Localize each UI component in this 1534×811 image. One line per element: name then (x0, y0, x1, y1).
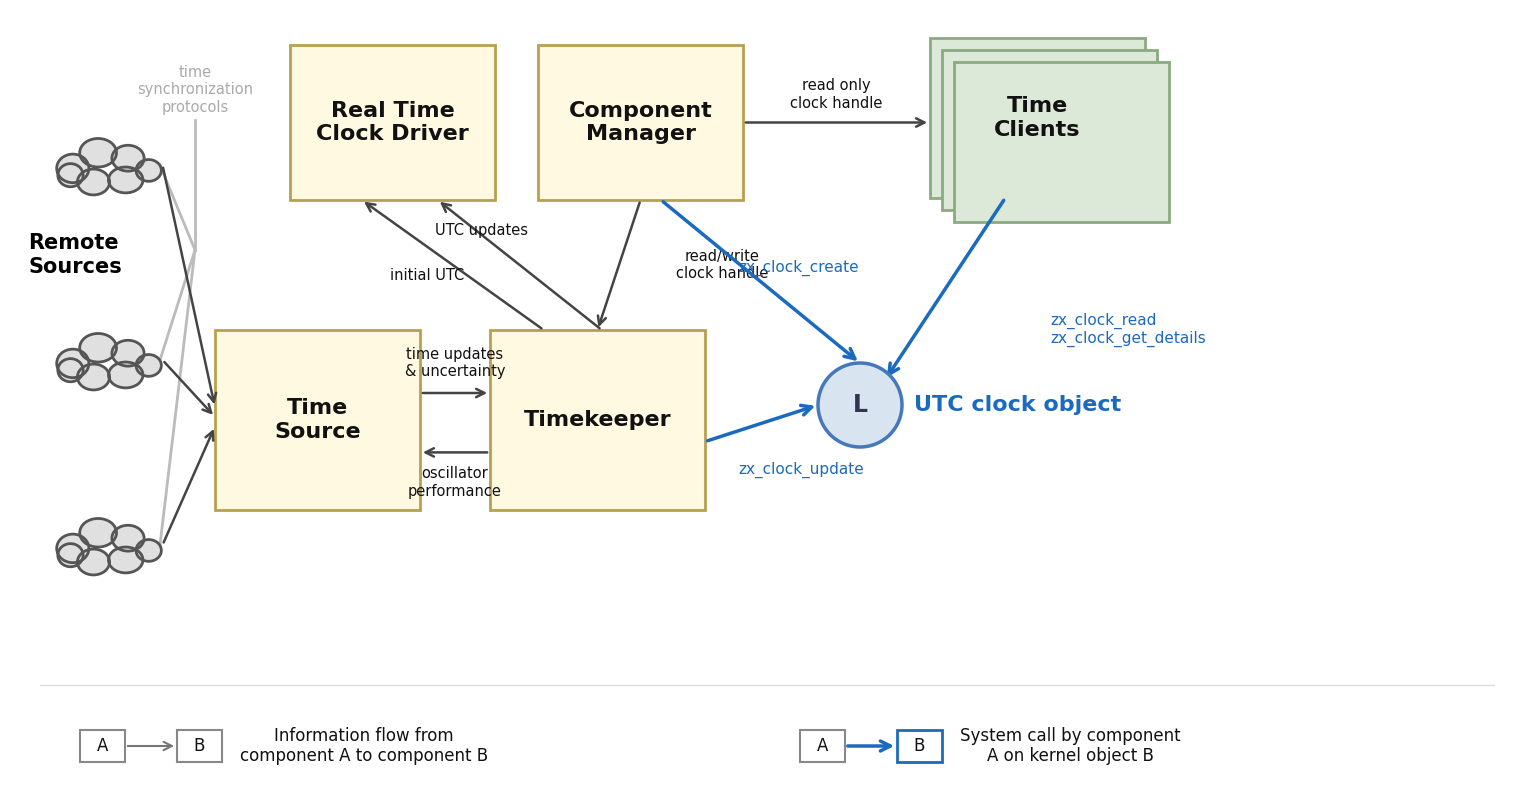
Text: oscillator
performance: oscillator performance (408, 466, 502, 499)
Ellipse shape (80, 333, 117, 362)
FancyBboxPatch shape (290, 45, 495, 200)
FancyBboxPatch shape (489, 330, 706, 510)
Text: Time
Clients: Time Clients (994, 97, 1081, 139)
FancyBboxPatch shape (897, 730, 942, 762)
Text: read only
clock handle: read only clock handle (790, 79, 882, 110)
Text: zx_clock_create: zx_clock_create (738, 260, 859, 276)
FancyBboxPatch shape (954, 62, 1169, 222)
FancyBboxPatch shape (930, 38, 1144, 198)
Ellipse shape (137, 354, 161, 376)
Ellipse shape (112, 526, 144, 551)
Text: UTC updates: UTC updates (436, 222, 528, 238)
Ellipse shape (58, 358, 83, 382)
Ellipse shape (77, 549, 109, 575)
Text: time updates
& uncertainty: time updates & uncertainty (405, 347, 505, 380)
Ellipse shape (58, 543, 83, 567)
Text: Component
Manager: Component Manager (569, 101, 712, 144)
FancyBboxPatch shape (538, 45, 742, 200)
Text: UTC clock object: UTC clock object (914, 395, 1121, 415)
FancyBboxPatch shape (80, 730, 124, 762)
Ellipse shape (58, 164, 83, 187)
Ellipse shape (112, 145, 144, 171)
Text: Real Time
Clock Driver: Real Time Clock Driver (316, 101, 469, 144)
Text: Remote
Sources: Remote Sources (28, 234, 121, 277)
Ellipse shape (112, 341, 144, 366)
Ellipse shape (109, 362, 143, 388)
Ellipse shape (80, 139, 117, 167)
Ellipse shape (137, 539, 161, 561)
Ellipse shape (80, 518, 117, 547)
Text: read/write
clock handle: read/write clock handle (675, 249, 769, 281)
FancyBboxPatch shape (176, 730, 222, 762)
Circle shape (818, 363, 902, 447)
Ellipse shape (77, 169, 109, 195)
Ellipse shape (77, 364, 109, 390)
Ellipse shape (137, 160, 161, 182)
Text: A: A (97, 737, 109, 755)
Ellipse shape (109, 547, 143, 573)
Text: B: B (914, 737, 925, 755)
Text: initial UTC: initial UTC (390, 268, 465, 282)
Ellipse shape (57, 534, 89, 563)
Ellipse shape (57, 154, 89, 182)
Text: L: L (853, 393, 868, 417)
Text: Timekeeper: Timekeeper (523, 410, 672, 430)
FancyBboxPatch shape (942, 50, 1157, 210)
Text: B: B (193, 737, 206, 755)
Text: zx_clock_read
zx_clock_get_details: zx_clock_read zx_clock_get_details (1049, 312, 1206, 347)
Ellipse shape (57, 349, 89, 378)
FancyBboxPatch shape (215, 330, 420, 510)
Text: Time
Source: Time Source (275, 398, 360, 442)
Text: time
synchronization
protocols: time synchronization protocols (137, 65, 253, 115)
Text: System call by component
A on kernel object B: System call by component A on kernel obj… (960, 727, 1181, 766)
Ellipse shape (109, 167, 143, 193)
Text: zx_clock_update: zx_clock_update (738, 462, 864, 478)
Text: Information flow from
component A to component B: Information flow from component A to com… (239, 727, 488, 766)
Text: A: A (816, 737, 828, 755)
FancyBboxPatch shape (801, 730, 845, 762)
